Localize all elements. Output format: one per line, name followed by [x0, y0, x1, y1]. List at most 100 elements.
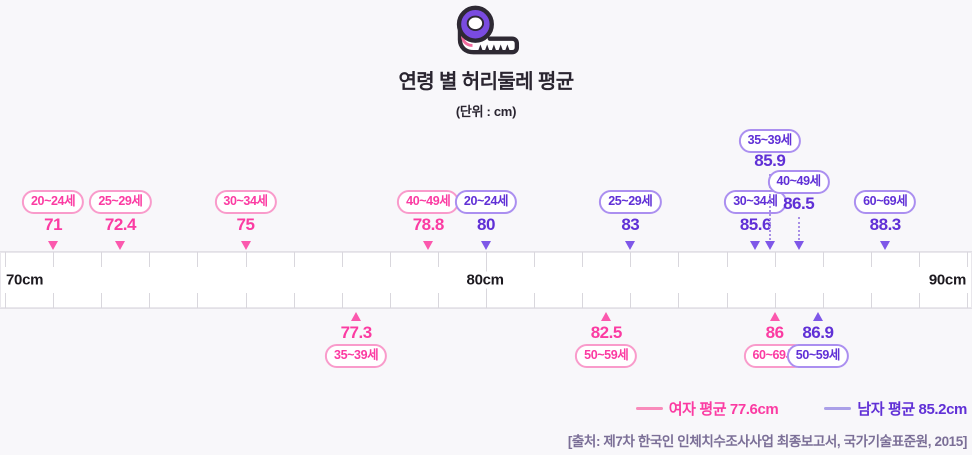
age-pill: 25~29세	[89, 190, 152, 214]
age-pill: 20~24세	[454, 190, 518, 214]
legend-label: 여자 평균 77.6cm	[668, 401, 779, 418]
ruler-tick	[53, 252, 55, 267]
value-label: 85.9	[754, 151, 786, 170]
marker-triangle	[769, 312, 780, 321]
ruler-tick	[678, 252, 680, 267]
marker-triangle	[625, 241, 636, 250]
age-pill: 60~69세	[743, 344, 806, 368]
age-pill: 20~24세	[21, 190, 85, 214]
dotted-connector	[768, 174, 771, 240]
marker-triangle	[48, 241, 59, 250]
ruler-tick	[341, 252, 343, 267]
marker-triangle	[115, 241, 126, 250]
age-pill: 40~49세	[397, 190, 460, 214]
ruler-tick	[197, 293, 199, 308]
ruler-tick	[5, 252, 6, 267]
axis-label: 90cm	[925, 271, 969, 289]
legend: 여자 평균 77.6cm 남자 평균 85.2cm	[635, 398, 967, 419]
age-pill: 50~59세	[786, 344, 849, 368]
ruler-tick	[630, 252, 632, 267]
marker-triangle	[351, 312, 362, 321]
marker-triangle	[880, 241, 891, 250]
ruler-tick	[389, 293, 391, 308]
ruler-tick	[630, 293, 632, 308]
ruler-tick	[534, 293, 536, 308]
age-pill: 35~39세	[325, 344, 388, 368]
marker-triangle	[750, 241, 761, 250]
page-title: 연령 별 허리둘레 평균	[398, 71, 574, 93]
ruler-tick	[53, 293, 55, 308]
value-label: 75	[236, 215, 255, 234]
marker-triangle	[793, 241, 804, 250]
legend-line-swatch	[635, 407, 663, 410]
ruler-tick	[678, 293, 680, 308]
age-pill: 30~34세	[724, 190, 787, 214]
age-pill: 35~39세	[738, 129, 801, 153]
ruler-tick	[437, 293, 439, 308]
marker-triangle	[481, 241, 491, 250]
ruler-tick	[101, 293, 103, 308]
age-pill: 60~69세	[854, 190, 917, 214]
ruler-scale: 70cm 80cm 90cm	[0, 251, 972, 309]
ruler-tick	[293, 252, 295, 267]
ruler-tick	[245, 293, 247, 308]
value-label: 82.5	[590, 323, 623, 342]
legend-line-swatch	[824, 407, 852, 410]
ruler-tick	[870, 252, 872, 267]
ruler-tick	[389, 252, 391, 267]
ruler-tick	[149, 252, 151, 267]
value-label: 71	[44, 215, 63, 234]
age-pill: 50~59세	[575, 344, 638, 368]
value-label: 86	[765, 323, 784, 342]
dotted-connector	[797, 217, 800, 240]
legend-item-female: 여자 평균 77.6cm	[635, 398, 779, 419]
ruler-tick	[149, 293, 151, 308]
ruler-tick	[582, 252, 584, 267]
value-label: 86.5	[783, 194, 815, 213]
ruler-tick	[5, 293, 6, 308]
legend-item-male: 남자 평균 85.2cm	[824, 398, 967, 419]
marker-triangle	[240, 241, 251, 250]
ruler-tick	[245, 252, 247, 267]
ruler-tick	[967, 293, 968, 308]
value-label: 83	[621, 215, 640, 234]
source-citation: [출처: 제7차 한국인 인체치수조사사업 최종보고서, 국가기술표준원, 20…	[567, 434, 968, 449]
ruler-tick	[101, 252, 103, 267]
legend-label: 남자 평균 85.2cm	[857, 401, 967, 418]
ruler-tick	[726, 293, 728, 308]
ruler-tick	[341, 293, 343, 308]
ruler-tick	[967, 252, 968, 267]
marker-triangle	[812, 312, 823, 321]
ruler-tick	[774, 293, 776, 308]
tape-measure-icon	[456, 5, 520, 55]
ruler-tick	[582, 293, 584, 308]
value-label: 78.8	[412, 215, 445, 234]
ruler-tick	[822, 252, 824, 267]
ruler-tick	[293, 293, 295, 308]
value-label: 85.6	[739, 215, 772, 234]
unit-label: (단위 : cm)	[455, 104, 517, 119]
ruler-tick	[918, 252, 920, 267]
age-pill: 25~29세	[599, 190, 662, 214]
age-pill: 40~49세	[767, 170, 830, 194]
ruler-tick	[822, 293, 824, 308]
value-label: 80	[477, 215, 495, 234]
marker-triangle	[601, 312, 612, 321]
age-pill: 30~34세	[214, 190, 277, 214]
marker-triangle	[764, 241, 775, 250]
value-label: 77.3	[340, 323, 373, 342]
ruler-tick	[726, 252, 728, 267]
ruler-tick	[870, 293, 872, 308]
axis-label: 70cm	[3, 271, 47, 289]
chart-header: 연령 별 허리둘레 평균 (단위 : cm)	[0, 0, 972, 120]
ruler-tick	[918, 293, 920, 308]
value-label: 72.4	[104, 215, 137, 234]
ruler-tick	[534, 252, 536, 267]
ruler-tick	[437, 252, 439, 267]
ruler-tick	[197, 252, 199, 267]
value-label: 86.9	[802, 323, 834, 342]
axis-label: 80cm	[463, 271, 507, 289]
marker-triangle	[423, 241, 434, 250]
ruler-tick	[774, 252, 776, 267]
